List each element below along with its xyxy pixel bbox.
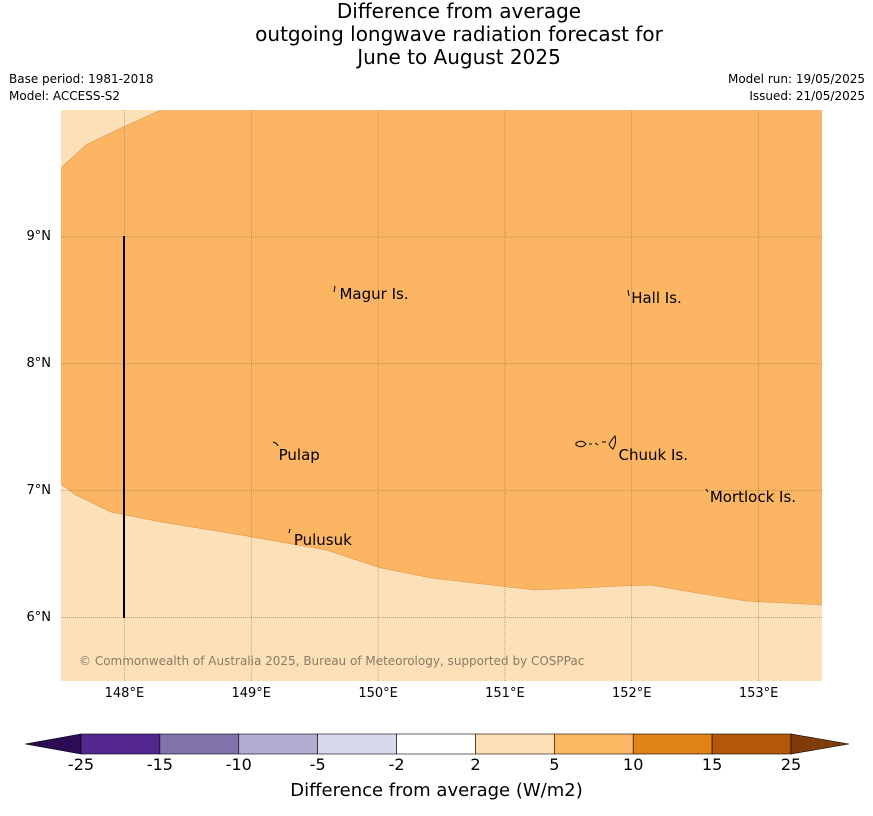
colorbar-tick-label: 25 [780, 755, 802, 774]
colorbar-tick-label: -2 [388, 755, 405, 774]
colorbar-bin [711, 733, 792, 755]
colorbar-tick-label: -10 [225, 755, 252, 774]
longitude-tick-label: 153°E [738, 686, 779, 701]
path-3 [333, 285, 336, 293]
colorbar-bin [159, 733, 240, 755]
anomaly-band-2-5-south [61, 484, 822, 681]
longitude-tick-label: 148°E [104, 686, 145, 701]
colorbar [25, 733, 850, 755]
colorbar-tick-label: -15 [146, 755, 173, 774]
place-label: Magur Is. [339, 285, 408, 303]
path-2 [61, 483, 822, 606]
colorbar-extend-low [25, 733, 82, 755]
title-line-2: outgoing longwave radiation forecast for [255, 22, 663, 46]
latitude-tick-label: 6°N [26, 609, 52, 625]
colorbar-label: Difference from average (W/m2) [290, 780, 583, 801]
place-label: Hall Is. [631, 289, 682, 307]
place-label: Mortlock Is. [710, 488, 796, 506]
colorbar-tick-label: -5 [309, 755, 326, 774]
colorbar-bin [396, 733, 476, 755]
longitude-tick-label: 149°E [231, 686, 272, 701]
latitude-tick-label: 8°N [26, 355, 52, 371]
issued-date: Issued: 21/05/2025 [749, 89, 865, 103]
longitude-tick-label: 152°E [611, 686, 652, 701]
colorbar-tick-label: 10 [623, 755, 644, 774]
path-5 [272, 441, 279, 447]
colorbar-bin [317, 733, 397, 755]
map-panel[interactable]: Magur Is. Hall Is. Pulap Chuuk Is. Mortlock … [61, 110, 822, 681]
anomaly-band-2-5-north [61, 110, 161, 168]
path-1 [61, 110, 162, 169]
meta-left: Base period: 1981-2018 Model: ACCESS-S2 [9, 71, 154, 105]
map-canvas[interactable]: Magur Is. Hall Is. Pulap Chuuk Is. Mortlock … [61, 110, 822, 681]
path-6 [288, 528, 291, 534]
base-period: Base period: 1981-2018 [9, 72, 154, 86]
title-line-3: June to August 2025 [357, 45, 561, 69]
path-4 [627, 289, 630, 297]
colorbar-bin [554, 733, 634, 755]
colorbar-bin [80, 733, 161, 755]
copyright-text: © Commonwealth of Australia 2025, Bureau… [79, 654, 584, 668]
place-labels: Magur Is. Hall Is. Pulap Chuuk Is. Mortlock … [279, 285, 796, 549]
place-label: Pulusuk [294, 531, 352, 549]
title-line-1: Difference from average [336, 0, 582, 23]
place-label: Chuuk Is. [619, 446, 688, 464]
colorbar-bin [632, 733, 713, 755]
colorbar-bin [238, 733, 318, 755]
model-run: Model run: 19/05/2025 [727, 72, 865, 86]
model-name: Model: ACCESS-S2 [9, 89, 121, 103]
place-label: Pulap [279, 446, 320, 464]
meta-right: Model run: 19/05/2025 Issued: 21/05/2025 [728, 71, 865, 105]
latitude-tick-label: 9°N [26, 228, 52, 244]
path-7 [705, 488, 709, 493]
colorbar-tick-label: 2 [470, 755, 481, 774]
colorbar-extend-high [790, 733, 850, 755]
latitude-tick-label: 7°N [26, 482, 52, 498]
colorbar-tick-label: 15 [701, 755, 723, 774]
path-8 [575, 435, 617, 450]
colorbar-bin [475, 733, 555, 755]
island-markers [272, 285, 709, 534]
graticule [61, 110, 822, 681]
longitude-tick-label: 151°E [485, 686, 525, 701]
colorbar-tick-label: 5 [549, 755, 560, 774]
map-title: Difference from average outgoing longwav… [0, 0, 873, 69]
longitude-tick-label: 150°E [358, 686, 398, 701]
colorbar-tick-label: -25 [67, 755, 95, 774]
